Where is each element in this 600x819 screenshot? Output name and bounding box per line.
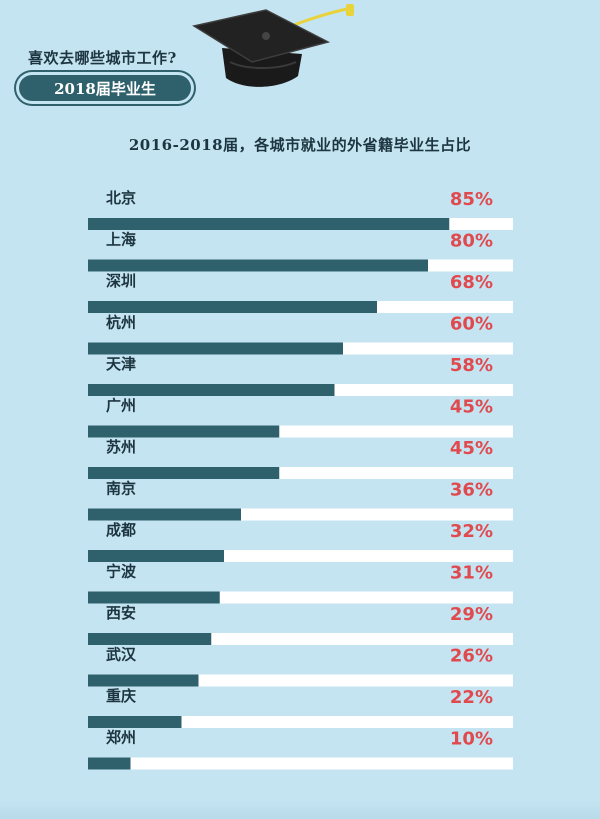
- bar-0: [88, 218, 450, 230]
- city-label-1: 上海: [106, 231, 136, 249]
- value-label-9: 31%: [450, 563, 493, 584]
- city-label-10: 西安: [106, 604, 136, 622]
- header-question: 喜欢去哪些城市工作?: [28, 49, 177, 67]
- city-label-8: 成都: [106, 521, 136, 539]
- city-label-13: 郑州: [106, 729, 136, 747]
- bar-track-12: [88, 716, 513, 728]
- value-label-2: 68%: [450, 272, 493, 293]
- value-label-8: 32%: [450, 521, 493, 542]
- value-label-10: 29%: [450, 604, 493, 625]
- city-label-9: 宁波: [106, 563, 137, 581]
- value-label-4: 58%: [450, 355, 493, 376]
- value-label-13: 10%: [450, 729, 493, 750]
- value-label-5: 45%: [450, 397, 493, 418]
- bar-4: [88, 384, 335, 396]
- city-label-4: 天津: [106, 355, 136, 373]
- bar-13: [88, 757, 131, 770]
- bar-8: [88, 550, 224, 562]
- graduation-cap-icon: [192, 4, 354, 87]
- graduates-badge-label: 2018届毕业生: [54, 80, 156, 98]
- bar-1: [88, 259, 428, 272]
- bar-6: [88, 467, 280, 479]
- chart-title: 2016-2018届，各城市就业的外省籍毕业生占比: [128, 136, 472, 154]
- graduates-badge: 2018届毕业生: [16, 72, 194, 104]
- value-label-12: 22%: [450, 687, 493, 708]
- bar-10: [88, 633, 212, 645]
- bar-9: [88, 591, 220, 604]
- value-label-1: 80%: [450, 231, 493, 252]
- city-label-7: 南京: [106, 480, 136, 498]
- bar-track-13: [88, 757, 513, 770]
- value-label-0: 85%: [450, 189, 493, 210]
- value-label-3: 60%: [450, 314, 493, 335]
- city-label-0: 北京: [106, 189, 136, 207]
- bar-7: [88, 508, 241, 521]
- bottom-strip: [0, 799, 600, 819]
- city-label-5: 广州: [106, 397, 136, 415]
- bar-5: [88, 425, 280, 438]
- value-label-6: 45%: [450, 438, 493, 459]
- value-label-11: 26%: [450, 646, 493, 667]
- value-label-7: 36%: [450, 480, 493, 501]
- city-label-3: 杭州: [106, 314, 136, 332]
- city-label-12: 重庆: [106, 687, 136, 705]
- bar-12: [88, 716, 182, 728]
- bar-3: [88, 342, 343, 355]
- city-label-6: 苏州: [106, 438, 136, 456]
- city-label-11: 武汉: [106, 646, 137, 664]
- bar-11: [88, 674, 199, 687]
- bar-2: [88, 301, 377, 313]
- city-label-2: 深圳: [106, 272, 136, 290]
